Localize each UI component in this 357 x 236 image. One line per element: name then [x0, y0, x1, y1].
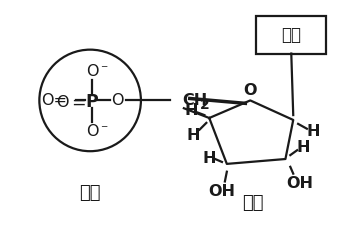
Text: H: H [296, 140, 310, 155]
Text: H: H [306, 124, 320, 139]
Text: OH: OH [208, 184, 236, 199]
Text: 碌基: 碌基 [281, 26, 301, 44]
Text: $^{-}$: $^{-}$ [100, 123, 109, 136]
Text: 核糖: 核糖 [242, 194, 264, 212]
Text: P: P [86, 93, 99, 111]
Text: CH: CH [182, 93, 207, 108]
Text: O: O [243, 83, 257, 98]
Text: O=: O= [41, 93, 67, 108]
Text: $^{-}$: $^{-}$ [100, 63, 109, 76]
Text: H: H [185, 103, 198, 118]
Text: H: H [187, 128, 200, 143]
Text: O: O [86, 124, 98, 139]
Text: =: = [71, 93, 86, 111]
Text: OH: OH [287, 176, 313, 191]
Text: O: O [111, 93, 124, 108]
Text: O: O [86, 64, 98, 79]
Text: H: H [202, 151, 216, 165]
Bar [256, 17, 326, 54]
Text: 2: 2 [200, 98, 209, 112]
Text: 磷酸: 磷酸 [79, 184, 101, 202]
Text: O: O [56, 95, 69, 110]
